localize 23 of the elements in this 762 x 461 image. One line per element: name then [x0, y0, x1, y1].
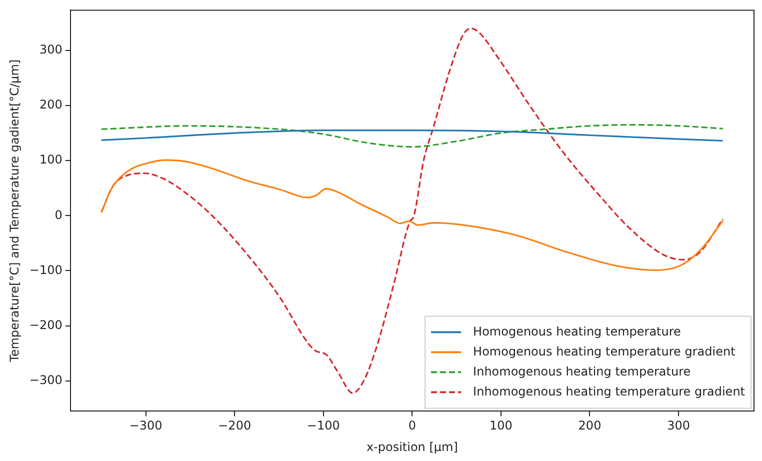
legend-label: Homogenous heating temperature gradient: [473, 344, 736, 358]
y-tick-label: 200: [39, 98, 62, 112]
x-tick-label: 300: [667, 418, 690, 433]
y-tick-label: 0: [54, 208, 62, 222]
line-series: [100, 159, 724, 271]
legend-label: Inhomogenous heating temperature: [473, 364, 691, 378]
legend-label: Homogenous heating temperature: [473, 324, 681, 338]
line-series: [100, 129, 724, 142]
y-tick-label: 100: [39, 152, 62, 167]
x-axis-title: x-position [μm]: [366, 440, 458, 454]
x-tick-label: −100: [306, 418, 340, 433]
y-tick-label: −200: [29, 318, 62, 332]
x-tick-label: −200: [218, 418, 252, 433]
x-tick-label: 100: [490, 418, 512, 433]
y-tick-label: −300: [29, 373, 62, 388]
legend-label: Inhomogenous heating temperature gradient: [473, 384, 746, 398]
x-tick-label: −300: [129, 418, 162, 433]
x-tick-label: 200: [578, 418, 602, 433]
y-axis-title: Temperature[°C] and Temperature gadient[°C/μm]: [7, 59, 22, 363]
x-tick-label: 0: [408, 418, 416, 433]
y-tick-label: −100: [29, 262, 62, 277]
y-tick-label: 300: [39, 42, 62, 57]
line-series: [100, 124, 724, 148]
